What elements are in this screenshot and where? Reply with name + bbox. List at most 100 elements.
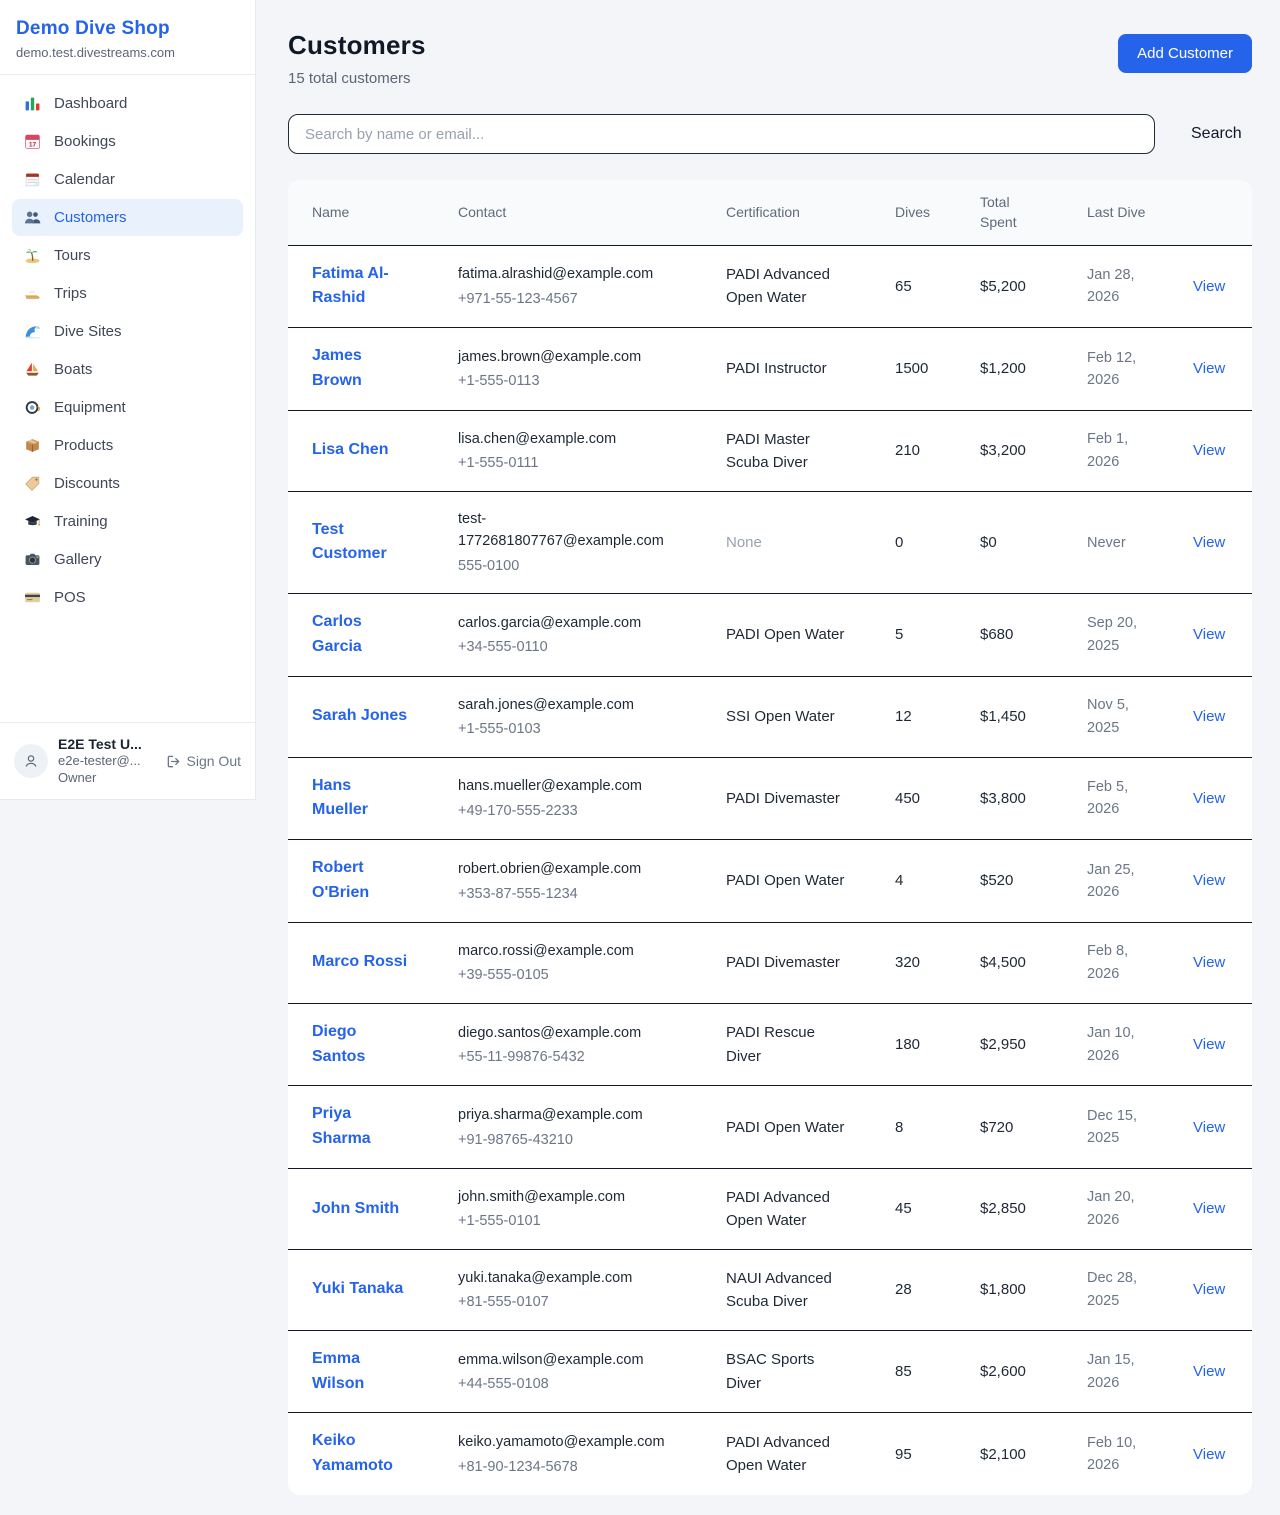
- customer-name-link[interactable]: James Brown: [312, 347, 362, 389]
- customer-name-link[interactable]: Yuki Tanaka: [312, 1280, 404, 1298]
- table-row: Emma Wilson emma.wilson@example.com +44-55…: [288, 1330, 1252, 1414]
- cell-actions: View: [1181, 245, 1252, 329]
- sidebar-item-boats[interactable]: Boats: [12, 351, 243, 388]
- cell-name: Marco Rossi: [288, 922, 446, 1004]
- customer-phone: 555-0100: [458, 557, 520, 574]
- cell-certification: PADI Open Water: [714, 839, 883, 923]
- sidebar-item-training[interactable]: Training: [12, 503, 243, 540]
- sidebar-item-customers[interactable]: Customers: [12, 199, 243, 236]
- customer-name-link[interactable]: Marco Rossi: [312, 953, 408, 971]
- sign-out-button[interactable]: Sign Out: [166, 753, 241, 769]
- customer-name-link[interactable]: Hans Mueller: [312, 776, 369, 819]
- view-customer-link[interactable]: View: [1193, 954, 1226, 972]
- table-row: Robert O'Brien robert.obrien@example.com +…: [288, 839, 1252, 923]
- sidebar-item-gallery[interactable]: Gallery: [12, 541, 243, 578]
- customer-name-link[interactable]: Sarah Jones: [312, 707, 408, 725]
- search-input[interactable]: [288, 114, 1155, 154]
- cell-name: Emma Wilson: [288, 1330, 446, 1414]
- customer-email: priya.sharma@example.com: [458, 1103, 702, 1126]
- sidebar-item-label: POS: [54, 589, 86, 606]
- sidebar-item-tours[interactable]: Tours: [12, 237, 243, 274]
- cell-actions: View: [1181, 839, 1252, 923]
- view-customer-link[interactable]: View: [1193, 789, 1226, 807]
- view-customer-link[interactable]: View: [1193, 1035, 1226, 1053]
- main-content: Customers 15 total customers Add Custome…: [256, 0, 1280, 1515]
- sidebar-item-pos[interactable]: POS: [12, 579, 243, 616]
- table-row: Diego Santos diego.santos@example.com +55-…: [288, 1003, 1252, 1087]
- customer-last-dive: Feb 1, 2026: [1087, 431, 1129, 470]
- sidebar-item-dive-sites[interactable]: Dive Sites: [12, 313, 243, 350]
- view-customer-link[interactable]: View: [1193, 533, 1226, 551]
- column-header-certification: Certification: [714, 180, 883, 246]
- cell-certification: NAUI Advanced Scuba Diver: [714, 1249, 883, 1331]
- spiral-calendar-icon: [24, 171, 41, 188]
- sidebar-item-products[interactable]: Products: [12, 427, 243, 464]
- sidebar-item-label: Trips: [54, 285, 87, 302]
- customer-certification: PADI Open Water: [726, 1118, 845, 1136]
- cell-name: Carlos Garcia: [288, 593, 446, 677]
- customer-email: keiko.yamamoto@example.com: [458, 1430, 702, 1453]
- sidebar-item-label: Calendar: [54, 171, 115, 188]
- add-customer-button[interactable]: Add Customer: [1118, 34, 1252, 73]
- sidebar-item-discounts[interactable]: Discounts: [12, 465, 243, 502]
- cell-last-dive: Jan 20, 2026: [1075, 1168, 1181, 1250]
- sidebar-item-calendar[interactable]: Calendar: [12, 161, 243, 198]
- customer-name-link[interactable]: Carlos Garcia: [312, 613, 362, 655]
- customer-name-link[interactable]: Fatima Al-Rashid: [312, 264, 389, 307]
- customer-total-spent: $3,800: [980, 789, 1026, 807]
- cell-name: Priya Sharma: [288, 1085, 446, 1169]
- tag-icon: [24, 475, 41, 492]
- cell-last-dive: Jan 25, 2026: [1075, 839, 1181, 923]
- view-customer-link[interactable]: View: [1193, 1281, 1226, 1299]
- view-customer-link[interactable]: View: [1193, 708, 1226, 726]
- sidebar-item-label: Discounts: [54, 475, 120, 492]
- speedboat-icon: [24, 285, 41, 302]
- customer-name-link[interactable]: Diego Santos: [312, 1022, 366, 1065]
- column-header-total-spent: Total Spent: [968, 180, 1075, 246]
- sign-out-icon: [167, 755, 179, 767]
- people-icon: [24, 209, 41, 226]
- customer-phone: +55-11-99876-5432: [458, 1049, 585, 1066]
- view-customer-link[interactable]: View: [1193, 360, 1226, 378]
- cell-actions: View: [1181, 410, 1252, 492]
- customer-dives: 95: [895, 1445, 912, 1463]
- view-customer-link[interactable]: View: [1193, 277, 1226, 295]
- cell-actions: View: [1181, 593, 1252, 677]
- cell-name: James Brown: [288, 327, 446, 411]
- cell-total-spent: $3,200: [968, 410, 1075, 492]
- customer-name-link[interactable]: Robert O'Brien: [312, 859, 370, 902]
- column-header-last-dive: Last Dive: [1075, 180, 1181, 246]
- sidebar-item-equipment[interactable]: Equipment: [12, 389, 243, 426]
- customers-table-body: Fatima Al-Rashid fatima.alrashid@example.…: [288, 245, 1252, 1495]
- customer-name-link[interactable]: Emma Wilson: [312, 1349, 365, 1392]
- sidebar-item-bookings[interactable]: 17 Bookings: [12, 123, 243, 160]
- cell-name: Test Customer: [288, 491, 446, 595]
- cell-name: Robert O'Brien: [288, 839, 446, 923]
- customer-last-dive: Jan 15, 2026: [1087, 1352, 1135, 1391]
- view-customer-link[interactable]: View: [1193, 626, 1226, 644]
- customer-name-link[interactable]: Keiko Yamamoto: [312, 1432, 393, 1475]
- brand-name[interactable]: Demo Dive Shop: [16, 18, 170, 39]
- sidebar-item-trips[interactable]: Trips: [12, 275, 243, 312]
- customer-total-spent: $2,950: [980, 1035, 1026, 1053]
- view-customer-link[interactable]: View: [1193, 1445, 1226, 1463]
- view-customer-link[interactable]: View: [1193, 1200, 1226, 1218]
- cell-actions: View: [1181, 757, 1252, 841]
- cell-dives: 450: [883, 757, 968, 841]
- customer-name-link[interactable]: Lisa Chen: [312, 441, 389, 459]
- search-button[interactable]: Search: [1181, 119, 1252, 149]
- view-customer-link[interactable]: View: [1193, 872, 1226, 890]
- view-customer-link[interactable]: View: [1193, 1118, 1226, 1136]
- table-row: Keiko Yamamoto keiko.yamamoto@example.com…: [288, 1413, 1252, 1495]
- customer-name-link[interactable]: Priya Sharma: [312, 1105, 371, 1148]
- table-row: Yuki Tanaka yuki.tanaka@example.com +81-55…: [288, 1249, 1252, 1331]
- view-customer-link[interactable]: View: [1193, 1363, 1226, 1381]
- customer-last-dive: Feb 12, 2026: [1087, 349, 1137, 388]
- cell-contact: emma.wilson@example.com +44-555-0108: [446, 1330, 714, 1414]
- customer-phone: +49-170-555-2233: [458, 802, 578, 819]
- customer-name-link[interactable]: John Smith: [312, 1199, 400, 1217]
- view-customer-link[interactable]: View: [1193, 442, 1226, 460]
- sidebar-item-dashboard[interactable]: Dashboard: [12, 85, 243, 122]
- customer-name-link[interactable]: Test Customer: [312, 520, 387, 563]
- customer-dives: 4: [895, 872, 904, 890]
